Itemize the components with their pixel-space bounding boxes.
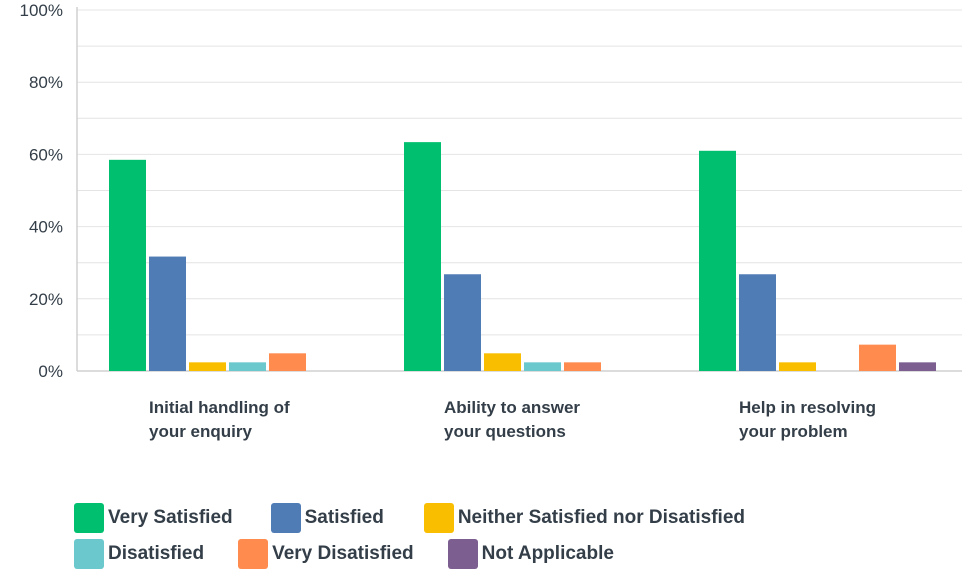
legend-row: Very Satisfied Satisfied Neither Satisfi… [74,500,954,536]
legend-swatch [238,539,269,569]
category-label: your problem [739,422,848,441]
y-tick-label: 0% [38,362,63,381]
legend-swatch [270,503,301,533]
bar-very-satisfied[interactable] [109,159,146,371]
category-labels: Initial handling of your enquiry Ability t… [149,398,876,441]
y-tick-label: 20% [29,290,63,309]
legend-item-disatisfied[interactable]: Disatisfied [74,539,204,569]
legend-label: Not Applicable [481,543,614,564]
bar-satisfied[interactable] [444,274,481,371]
legend: Very Satisfied Satisfied Neither Satisfi… [74,500,954,572]
bar-neither-satisfied-nor-disatisfied[interactable] [484,353,521,371]
bars [109,142,936,371]
bar-very-satisfied[interactable] [404,142,441,371]
bar-very-disatisfied[interactable] [859,344,896,371]
bar-satisfied[interactable] [149,256,186,371]
bar-disatisfied[interactable] [229,362,266,371]
category-label: your questions [444,422,566,441]
legend-item-not-applicable[interactable]: Not Applicable [447,539,614,569]
legend-row: Disatisfied Very Disatisfied Not Applica… [74,536,954,572]
legend-item-very-satisfied[interactable]: Very Satisfied [74,503,233,533]
legend-swatch [74,503,104,533]
bar-not-applicable[interactable] [899,362,936,371]
legend-item-neither[interactable]: Neither Satisfied nor Disatisfied [423,503,746,533]
legend-label: Satisfied [304,507,384,528]
y-tick-label: 60% [29,145,63,164]
category-label: Help in resolving [739,398,876,417]
legend-label: Very Disatisfied [272,543,414,564]
bar-neither-satisfied-nor-disatisfied[interactable] [189,362,226,371]
gridlines [77,9,962,336]
legend-swatch [447,539,478,569]
y-tick-label: 40% [29,218,63,237]
legend-label: Very Satisfied [108,507,233,528]
bar-very-satisfied[interactable] [699,150,736,371]
legend-label: Neither Satisfied nor Disatisfied [457,507,746,528]
bar-chart: 0% 20% 40% 60% 80% 100% Initial handling of yo… [20,1,962,441]
legend-label: Disatisfied [108,543,205,564]
bar-disatisfied[interactable] [524,362,561,371]
category-label: your enquiry [149,422,253,441]
category-label: Initial handling of [149,398,290,417]
legend-item-satisfied[interactable]: Satisfied [270,503,384,533]
y-tick-labels: 0% 20% 40% 60% 80% 100% [20,1,63,381]
category-label: Ability to answer [444,398,580,417]
bar-neither-satisfied-nor-disatisfied[interactable] [779,362,816,371]
axes [76,7,962,372]
legend-swatch [74,539,104,569]
legend-item-very-disatisfied[interactable]: Very Disatisfied [238,539,414,569]
y-tick-label: 80% [29,73,63,92]
bar-very-disatisfied[interactable] [564,362,601,371]
y-tick-label: 100% [20,1,63,20]
bar-satisfied[interactable] [739,274,776,371]
legend-swatch [423,503,454,533]
bar-very-disatisfied[interactable] [269,353,306,371]
